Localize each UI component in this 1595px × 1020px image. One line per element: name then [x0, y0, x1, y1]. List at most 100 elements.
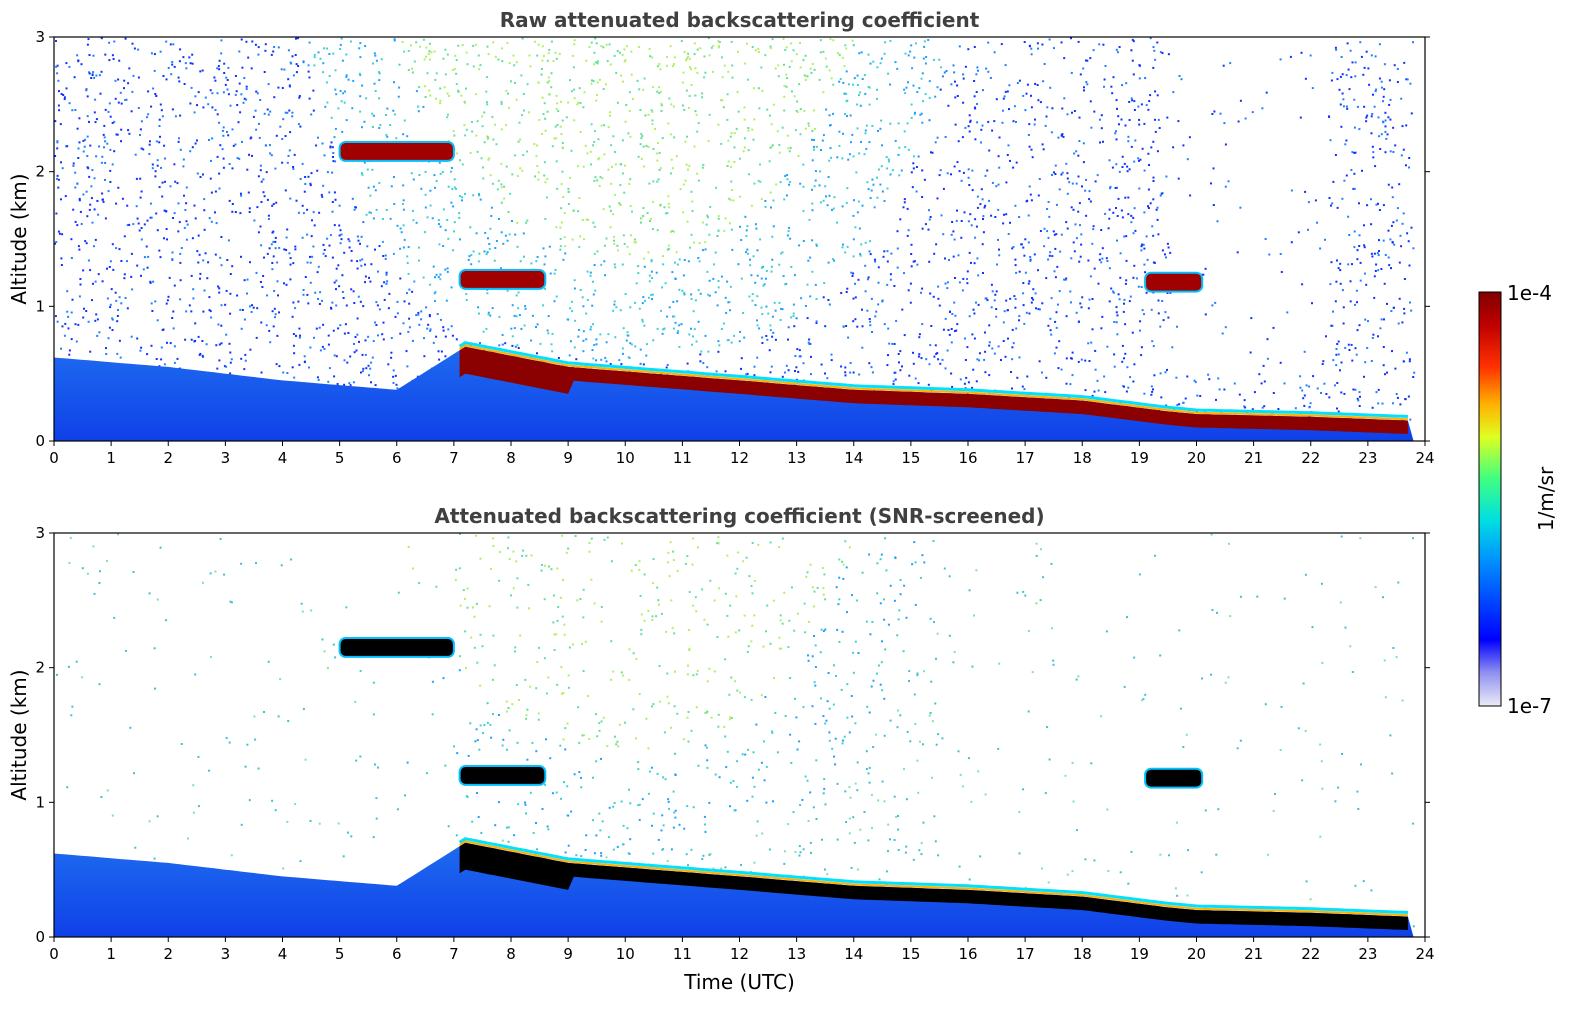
- noise-pixel: [378, 245, 381, 247]
- noise-pixel: [908, 374, 911, 377]
- noise-pixel: [1409, 82, 1412, 85]
- noise-pixel: [667, 206, 670, 209]
- noise-pixel: [811, 159, 814, 162]
- noise-pixel: [695, 340, 698, 343]
- noise-pixel: [1046, 106, 1049, 109]
- noise-pixel: [1020, 243, 1023, 246]
- noise-pixel: [922, 100, 925, 103]
- noise-pixel: [1402, 212, 1405, 215]
- noise-pixel: [1023, 322, 1026, 325]
- noise-pixel: [754, 304, 757, 307]
- noise-pixel: [1331, 202, 1334, 205]
- noise-pixel: [490, 215, 493, 217]
- noise-pixel: [1096, 174, 1099, 177]
- noise-pixel: [854, 282, 856, 285]
- noise-pixel: [997, 238, 999, 241]
- noise-pixel: [1356, 301, 1358, 304]
- noise-pixel: [117, 101, 120, 104]
- noise-pixel: [1118, 298, 1121, 301]
- noise-pixel: [785, 364, 788, 367]
- noise-pixel: [678, 258, 681, 261]
- noise-pixel: [442, 245, 445, 247]
- noise-pixel: [848, 153, 851, 156]
- noise-pixel: [109, 306, 112, 309]
- noise-pixel: [1034, 292, 1037, 295]
- noise-pixel: [159, 103, 162, 106]
- noise-pixel: [1087, 342, 1090, 345]
- noise-pixel: [183, 194, 185, 197]
- noise-pixel: [869, 324, 872, 327]
- noise-pixel: [1146, 258, 1149, 261]
- noise-pixel: [184, 209, 187, 211]
- noise-pixel: [619, 184, 622, 187]
- noise-pixel: [335, 304, 338, 307]
- noise-pixel: [876, 97, 878, 100]
- noise-pixel: [1054, 276, 1057, 279]
- noise-pixel: [642, 88, 645, 91]
- noise-pixel: [1151, 340, 1154, 343]
- noise-pixel: [185, 220, 188, 223]
- noise-pixel: [335, 279, 338, 282]
- noise-pixel: [222, 91, 225, 94]
- noise-pixel: [1342, 98, 1345, 101]
- noise-pixel: [789, 237, 792, 240]
- noise-pixel: [266, 108, 269, 111]
- noise-pixel: [808, 338, 811, 341]
- noise-pixel: [594, 61, 597, 64]
- noise-pixel: [771, 144, 774, 147]
- noise-pixel: [913, 113, 916, 116]
- noise-pixel: [489, 227, 492, 230]
- noise-pixel: [982, 215, 985, 218]
- noise-pixel: [525, 221, 528, 224]
- noise-pixel: [1138, 123, 1141, 126]
- noise-pixel: [1263, 380, 1266, 383]
- noise-pixel: [339, 229, 342, 232]
- noise-pixel: [1328, 197, 1331, 199]
- noise-pixel: [957, 140, 960, 143]
- noise-pixel: [292, 166, 295, 168]
- noise-pixel: [486, 138, 489, 140]
- noise-pixel: [496, 188, 499, 191]
- noise-pixel: [1354, 347, 1357, 350]
- noise-pixel: [1211, 113, 1214, 115]
- noise-pixel: [302, 212, 305, 215]
- noise-pixel: [1143, 263, 1146, 266]
- noise-pixel: [1156, 206, 1159, 209]
- noise-pixel: [808, 343, 811, 345]
- noise-pixel: [1384, 130, 1387, 133]
- noise-pixel: [259, 99, 262, 101]
- noise-pixel: [1388, 264, 1391, 267]
- noise-pixel: [1055, 311, 1058, 314]
- noise-pixel: [1053, 171, 1055, 174]
- noise-pixel: [1006, 154, 1009, 156]
- noise-pixel: [1028, 123, 1031, 126]
- noise-pixel: [588, 550, 591, 553]
- noise-pixel: [1377, 402, 1380, 405]
- noise-pixel: [915, 42, 917, 45]
- noise-pixel: [289, 278, 292, 281]
- noise-pixel: [436, 313, 439, 315]
- x-tick-label: 23: [1358, 449, 1377, 467]
- noise-pixel: [585, 338, 588, 341]
- noise-pixel: [947, 104, 950, 107]
- noise-pixel: [370, 381, 372, 384]
- noise-pixel: [254, 43, 257, 46]
- noise-pixel: [856, 74, 859, 77]
- noise-pixel: [437, 219, 440, 221]
- noise-pixel: [304, 276, 307, 278]
- noise-pixel: [217, 323, 220, 326]
- noise-pixel: [849, 114, 852, 117]
- noise-pixel: [236, 294, 239, 297]
- noise-pixel: [535, 326, 537, 328]
- noise-pixel: [417, 105, 420, 108]
- noise-pixel: [541, 96, 544, 99]
- noise-pixel: [1356, 397, 1359, 400]
- noise-pixel: [1137, 105, 1140, 108]
- noise-pixel: [622, 327, 625, 330]
- noise-pixel: [476, 150, 479, 153]
- noise-pixel: [497, 58, 500, 61]
- noise-pixel: [995, 290, 998, 293]
- noise-pixel: [1358, 245, 1361, 247]
- noise-pixel: [822, 134, 825, 137]
- noise-pixel: [676, 263, 679, 266]
